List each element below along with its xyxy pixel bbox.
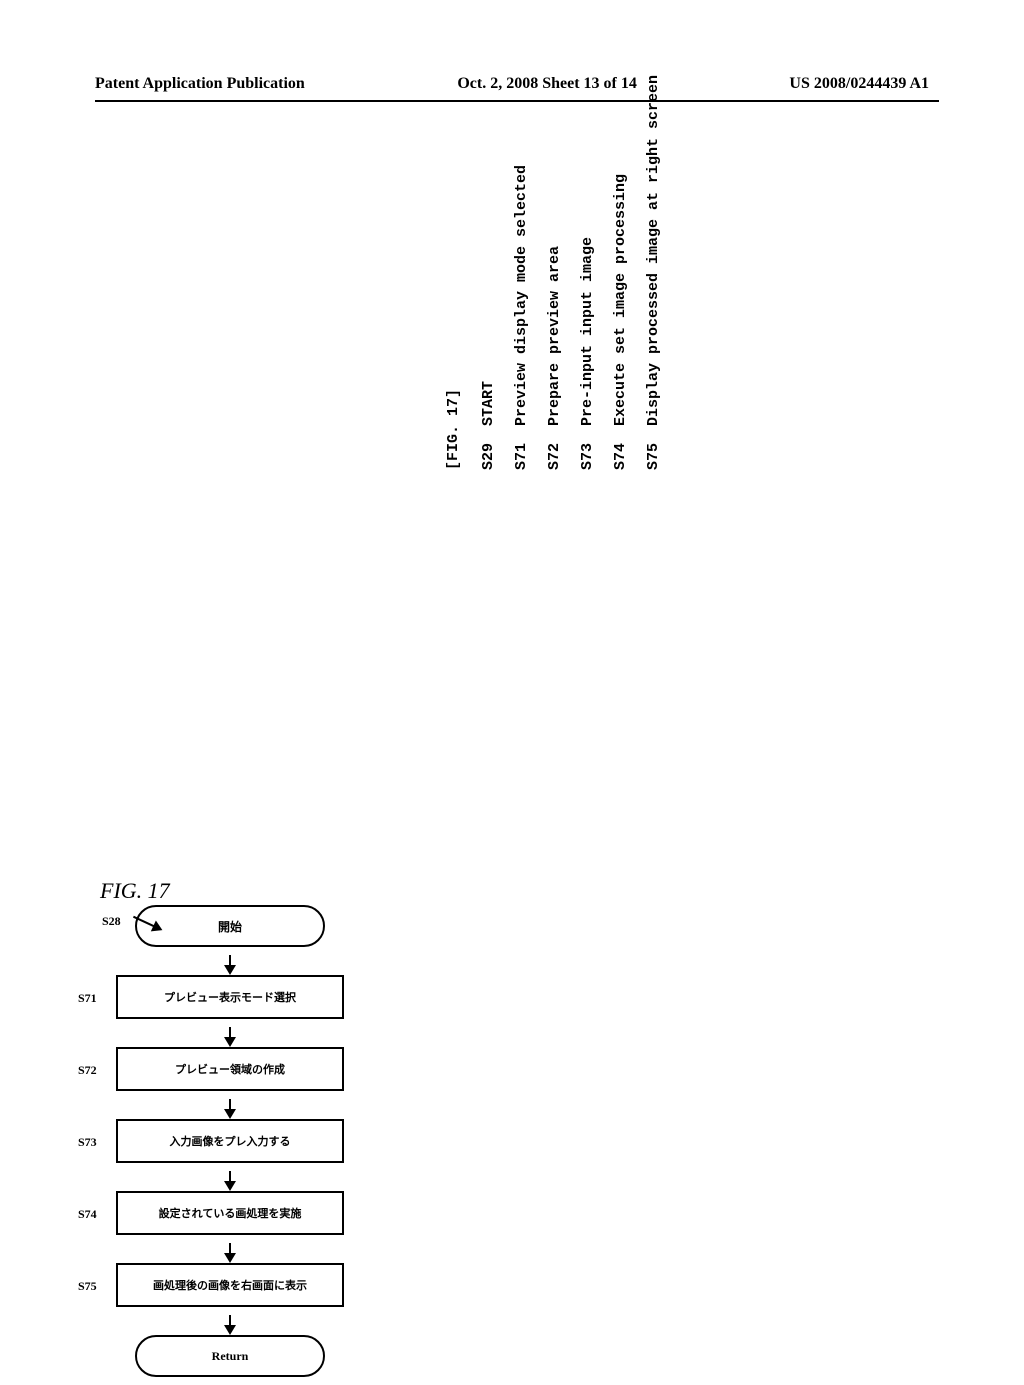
process-step: S75 画処理後の画像を右画面に表示	[116, 1263, 344, 1307]
translation-code: S75	[640, 426, 667, 470]
process-step: S74 設定されている画処理を実施	[116, 1191, 344, 1235]
step-text: 画処理後の画像を右画面に表示	[153, 1277, 307, 1293]
translation-text: Execute set image processing	[607, 174, 634, 426]
step-text: 設定されている画処理を実施	[159, 1205, 302, 1221]
return-label: Return	[212, 1349, 249, 1364]
translation-code: S29	[475, 426, 502, 470]
translation-row: S73 Pre-input input image	[574, 70, 601, 470]
translation-text: START	[475, 381, 502, 426]
translation-row: S75 Display processed image at right scr…	[640, 70, 667, 470]
step-code: S72	[78, 1063, 97, 1078]
translation-row: S71 Preview display mode selected	[508, 70, 535, 470]
translation-text: Pre-input input image	[574, 237, 601, 426]
arrow-down-icon	[224, 1325, 236, 1335]
flowchart: 開始 S71 プレビュー表示モード選択 S72 プレビュー領域の作成 S73 入…	[100, 905, 360, 1385]
arrow-down-icon	[224, 1037, 236, 1047]
arrow-down-icon	[224, 1181, 236, 1191]
translation-title: [FIG. 17]	[440, 70, 467, 470]
process-step: S71 プレビュー表示モード選択	[116, 975, 344, 1019]
translation-row: S74 Execute set image processing	[607, 70, 634, 470]
step-text: プレビュー表示モード選択	[164, 989, 296, 1005]
translation-code: S71	[508, 426, 535, 470]
translation-row: S72 Prepare preview area	[541, 70, 568, 470]
step-code: S73	[78, 1135, 97, 1150]
process-step: S73 入力画像をプレ入力する	[116, 1119, 344, 1163]
header-left: Patent Application Publication	[95, 75, 305, 93]
translation-code: S73	[574, 426, 601, 470]
translation-code: S74	[607, 426, 634, 470]
process-step: S72 プレビュー領域の作成	[116, 1047, 344, 1091]
step-code: S71	[78, 991, 97, 1006]
step-text: プレビュー領域の作成	[175, 1061, 285, 1077]
header-right: US 2008/0244439 A1	[789, 75, 929, 93]
translation-row: S29 START	[475, 70, 502, 470]
step-text: 入力画像をプレ入力する	[170, 1133, 291, 1149]
figure-label: FIG. 17	[100, 878, 170, 904]
translation-block: [FIG. 17] S29 START S71 Preview display …	[440, 70, 673, 470]
arrow-down-icon	[224, 1109, 236, 1119]
start-terminator: 開始	[135, 905, 325, 947]
step-code: S74	[78, 1207, 97, 1222]
translation-code: S72	[541, 426, 568, 470]
start-label: 開始	[218, 918, 242, 935]
return-terminator: Return	[135, 1335, 325, 1377]
translation-text: Display processed image at right screen	[640, 75, 667, 426]
arrow-down-icon	[224, 965, 236, 975]
translation-text: Prepare preview area	[541, 246, 568, 426]
arrow-down-icon	[224, 1253, 236, 1263]
step-code: S75	[78, 1279, 97, 1294]
translation-text: Preview display mode selected	[508, 165, 535, 426]
